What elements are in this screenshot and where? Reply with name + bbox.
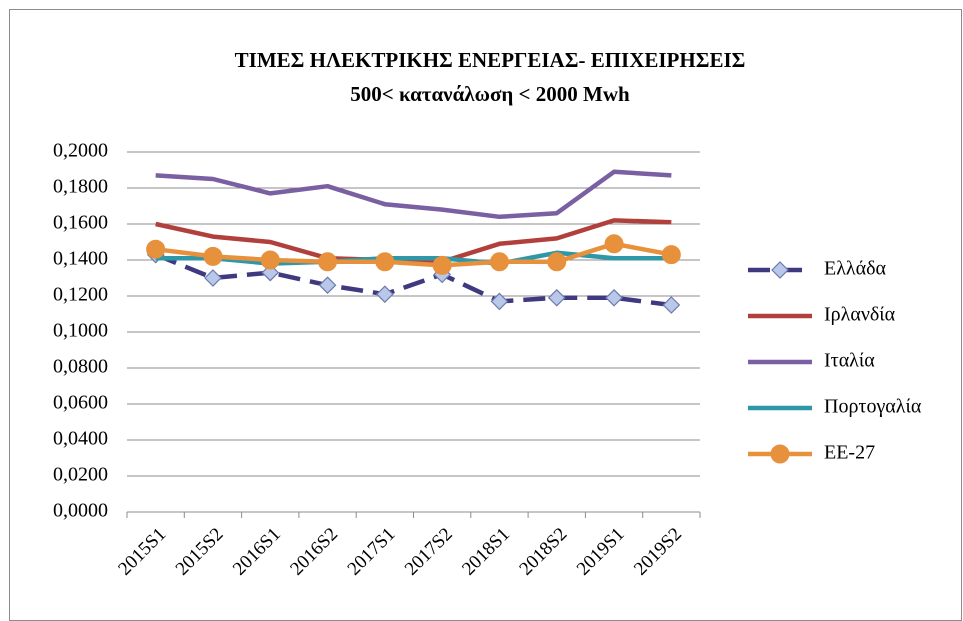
series-line (155, 218, 672, 265)
y-tick-label: 0,0600 (53, 392, 108, 414)
y-tick-label: 0,1800 (53, 176, 108, 198)
legend-label: ΕΕ-27 (824, 442, 875, 464)
data-point (260, 250, 280, 270)
data-point (318, 276, 337, 295)
y-tick-label: 0,0800 (53, 356, 108, 378)
data-point (662, 296, 681, 314)
y-tick-label: 0,1400 (53, 248, 108, 270)
data-point (318, 252, 338, 272)
data-point (547, 288, 566, 307)
legend-label: Ελλάδα (824, 258, 887, 280)
data-point (203, 246, 223, 266)
legend-marker (770, 444, 790, 464)
y-tick-label: 0,0000 (53, 500, 108, 522)
data-point (605, 288, 623, 307)
legend-label: Ιταλία (824, 350, 875, 372)
series-line (155, 241, 672, 268)
data-point (661, 245, 681, 265)
y-tick-label: 0,0200 (53, 464, 108, 486)
chart-title: ΤΙΜΕΣ ΗΛΕΚΤΡΙΚΗΣ ΕΝΕΡΓΕΙΑΣ- ΕΠΙΧΕΙΡΗΣΕΙΣ (235, 48, 746, 72)
data-point (375, 252, 395, 272)
data-point (432, 255, 452, 275)
data-point (146, 239, 166, 259)
data-point (489, 252, 509, 272)
y-tick-label: 0,1000 (53, 320, 108, 342)
series-line (155, 250, 672, 266)
data-point (376, 285, 394, 304)
data-point (204, 269, 222, 287)
legend-label: Πορτογαλία (824, 396, 922, 418)
data-point (604, 234, 624, 254)
series-line (155, 169, 672, 220)
y-tick-label: 0,1600 (53, 212, 108, 234)
data-point (547, 252, 567, 272)
chart-subtitle: 500< κατανάλωση < 2000 Mwh (350, 82, 630, 106)
y-tick-label: 0,2000 (53, 140, 108, 162)
y-tick-label: 0,1200 (53, 284, 108, 306)
legend-label: Ιρλανδία (824, 304, 896, 326)
data-point (490, 292, 509, 311)
series-line (154, 252, 672, 308)
legend-marker (771, 261, 789, 279)
y-tick-label: 0,0400 (53, 428, 108, 450)
